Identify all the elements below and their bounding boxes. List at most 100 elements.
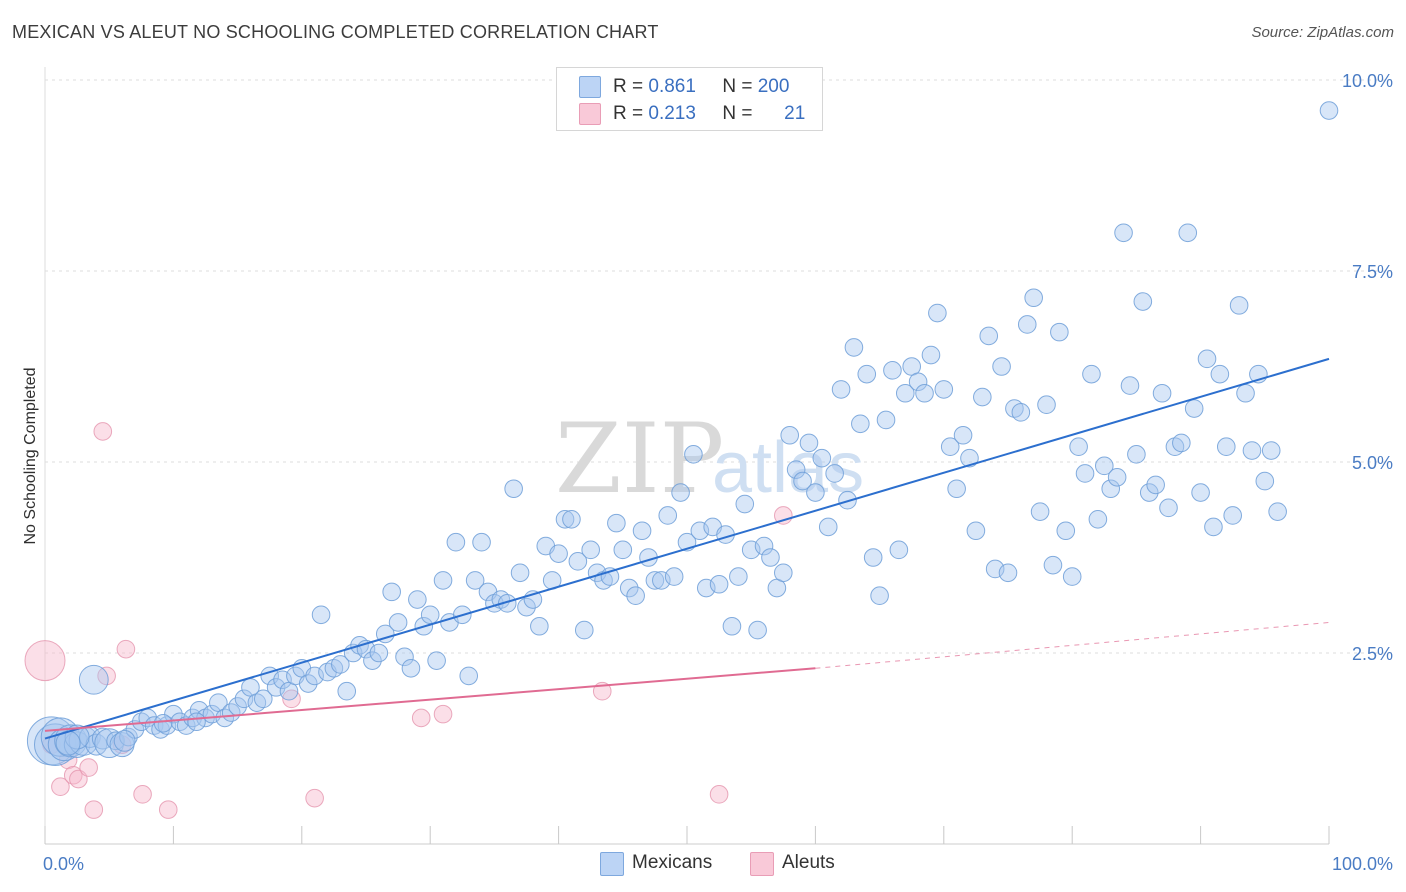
mexican-point [812, 448, 832, 468]
aleut-point [433, 704, 453, 724]
mexican-point [722, 616, 742, 636]
mexican-point [998, 563, 1018, 583]
mexican-point [1223, 506, 1242, 525]
mexican-point [1255, 471, 1275, 491]
legend-r-label: R = [613, 76, 644, 97]
mexican-point [1152, 383, 1172, 403]
aleut-points [24, 422, 793, 819]
mexican-point [1197, 349, 1217, 369]
mexican-point [1075, 464, 1095, 483]
mexican-point [709, 574, 729, 594]
mexican-point [876, 410, 896, 430]
mexican-point [1216, 437, 1236, 457]
mexican-point [729, 567, 748, 586]
mexican-point [1236, 383, 1255, 403]
mexican-point [883, 361, 902, 380]
axes [44, 67, 1330, 845]
y-tick-label: 2.5% [1352, 644, 1393, 664]
mexican-point [1139, 483, 1159, 502]
watermark-zip: ZIP [555, 403, 724, 515]
mexican-point [176, 716, 196, 735]
mexican-point [1056, 521, 1076, 541]
mexican-point [311, 605, 331, 625]
mexican-point [953, 425, 973, 445]
aleut-point [79, 758, 98, 777]
mexican-point [1114, 223, 1133, 243]
mexican-point [1011, 403, 1031, 422]
aleut-point [305, 788, 324, 808]
mexican-point [607, 513, 626, 533]
mexican-point [363, 651, 382, 670]
mexican-point [1024, 288, 1043, 308]
mexican-point [1030, 502, 1050, 521]
mexican-point [401, 658, 421, 678]
mexican-point [748, 620, 767, 640]
mexican-point [857, 364, 877, 384]
mexican-point [684, 445, 703, 464]
mexican-point [889, 540, 909, 560]
mexican-point [915, 383, 934, 403]
mexican-point [568, 552, 588, 571]
tick-labels: 2.5% 5.0% 7.5% 10.0% 0.0% 100.0% [43, 71, 1393, 874]
aleut-point [116, 639, 136, 659]
y-tick-label: 7.5% [1352, 262, 1393, 282]
mexican-trend-line [44, 357, 1330, 740]
legend-swatch-blue [579, 76, 601, 98]
mexican-point [921, 345, 941, 365]
aleut-point [411, 708, 431, 728]
y-axis-label: No Schooling Completed [22, 368, 39, 545]
mexican-point [1261, 441, 1281, 460]
mexican-point [1210, 364, 1230, 384]
mexican-point [1184, 399, 1204, 418]
aleut-point [63, 765, 83, 785]
mexican-point [908, 372, 928, 392]
mexican-point [761, 548, 780, 567]
mexican-point [472, 532, 491, 552]
mexican-point [510, 563, 530, 583]
mexican-point [113, 729, 136, 752]
mexican-point [793, 471, 812, 491]
mexican-point [497, 594, 517, 613]
mexican-point [1107, 467, 1127, 487]
mexican-point [664, 567, 684, 586]
mexican-point [1050, 322, 1069, 342]
mexican-point [831, 380, 851, 399]
aleut-point [51, 777, 70, 797]
x-tick-label: 0.0% [43, 854, 84, 874]
mexican-point [844, 338, 864, 357]
mexican-point [838, 490, 857, 510]
mexican-point [94, 728, 125, 759]
mexican-point [895, 383, 915, 403]
aleut-point [709, 785, 729, 804]
mexican-point [1120, 376, 1140, 395]
mexican-point [562, 510, 581, 529]
mexican-point [1178, 223, 1198, 243]
mexican-point [1229, 296, 1249, 315]
mexican-point [433, 571, 453, 590]
mexican-point [1146, 475, 1165, 495]
mexican-point [253, 689, 273, 709]
aleut-trend-extension [815, 621, 1330, 669]
mexican-point [1082, 364, 1101, 384]
mexican-point [574, 620, 594, 640]
mexican-point [1172, 433, 1191, 453]
mexican-point [774, 563, 793, 583]
source-note: Source: ZipAtlas.com [1251, 24, 1394, 41]
aleut-point [24, 640, 66, 682]
mexican-point [626, 586, 645, 606]
bottom-legend-swatch-blue [600, 852, 624, 876]
mexican-point [395, 647, 414, 667]
y-tick-label: 10.0% [1342, 71, 1393, 91]
mexican-point [825, 464, 844, 483]
mexican-point [966, 521, 986, 541]
bottom-legend-label: Mexicans [632, 852, 713, 873]
mexican-point [1191, 483, 1210, 502]
mexican-point [940, 437, 960, 457]
mexican-point [735, 494, 755, 514]
watermark-atlas: atlas [712, 428, 864, 508]
aleut-point [97, 666, 116, 686]
mexican-point [465, 571, 485, 590]
mexican-point [786, 460, 806, 479]
mexican-point [934, 380, 954, 399]
